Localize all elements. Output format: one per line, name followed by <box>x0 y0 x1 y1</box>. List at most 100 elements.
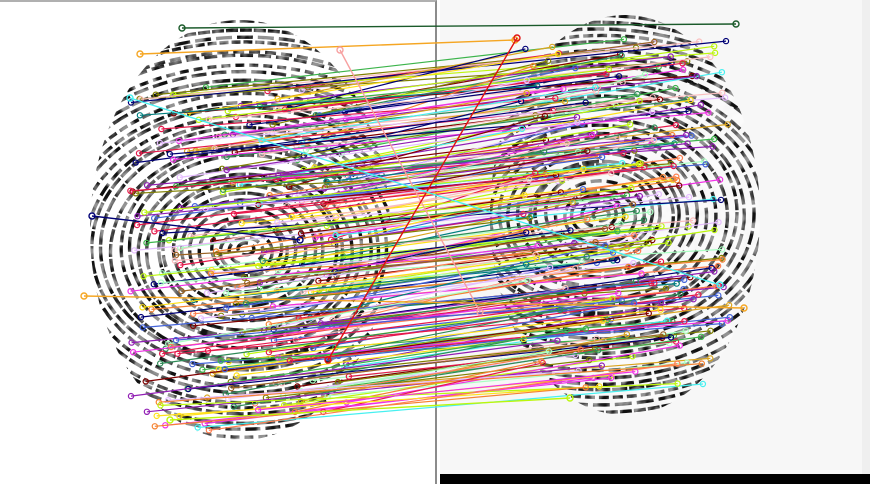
keypoint-marker <box>695 291 702 298</box>
keypoint-marker <box>129 349 137 356</box>
keypoint-marker <box>265 321 272 328</box>
keypoint-marker <box>521 191 528 199</box>
keypoint-marker <box>336 46 344 54</box>
keypoint-marker <box>286 357 294 364</box>
keypoint-marker <box>601 225 609 233</box>
keypoint-marker <box>324 356 332 364</box>
keypoint-marker <box>148 306 155 313</box>
keypoint-marker <box>631 232 638 239</box>
match-line <box>159 97 726 144</box>
keypoint-marker <box>634 247 642 255</box>
keypoint-marker <box>297 230 305 237</box>
match-line <box>158 363 702 403</box>
keypoint-marker <box>699 380 707 388</box>
keypoint-marker <box>254 406 262 414</box>
match-line <box>142 279 685 329</box>
keypoint-marker <box>158 350 166 357</box>
keypoint-marker <box>296 236 304 244</box>
match-line <box>207 285 719 352</box>
keypoint-marker <box>523 229 530 236</box>
keypoint-marker <box>332 231 339 239</box>
keypoint-marker <box>711 49 719 57</box>
keypoint-marker <box>673 176 681 184</box>
keypoint-marker <box>156 360 164 367</box>
keypoint-marker <box>137 313 145 321</box>
match-line <box>222 123 631 193</box>
keypoint-marker <box>670 162 677 170</box>
keypoint-marker <box>726 314 734 321</box>
outlier-match-line <box>339 49 481 313</box>
match-line <box>168 187 632 241</box>
keypoint-marker <box>566 394 574 402</box>
keypoint-marker <box>641 71 649 78</box>
keypoint-marker <box>596 383 603 390</box>
keypoint-marker <box>732 20 740 28</box>
keypoint-marker <box>238 220 245 227</box>
keypoint-marker <box>620 149 627 157</box>
keypoint-marker <box>133 221 141 229</box>
keypoint-marker <box>242 300 250 307</box>
match-line <box>316 127 655 198</box>
keypoint-marker <box>132 159 139 166</box>
keypoint-marker <box>627 121 634 128</box>
keypoint-marker <box>584 215 591 223</box>
keypoint-marker <box>677 290 684 298</box>
keypoint-marker <box>563 140 571 147</box>
match-line <box>226 99 687 158</box>
keypoint-marker <box>651 124 658 131</box>
keypoint-marker <box>127 392 135 400</box>
outlier-match-line <box>129 97 721 286</box>
match-line <box>156 385 600 417</box>
keypoint-marker <box>722 37 730 45</box>
keypoint-marker <box>178 24 186 32</box>
keypoint-marker <box>546 264 554 271</box>
keypoint-marker <box>681 318 688 325</box>
keypoint-marker <box>641 163 648 171</box>
keypoint-marker <box>153 412 160 420</box>
match-lines <box>80 20 748 434</box>
bottom-black-bar <box>440 474 870 484</box>
outlier-match-line <box>327 37 518 361</box>
keypoint-marker <box>633 207 641 215</box>
left-panel-frame <box>0 0 437 484</box>
keypoint-marker <box>552 171 560 179</box>
keypoint-marker <box>530 62 537 70</box>
keypoint-marker <box>683 131 690 139</box>
keypoint-marker <box>323 178 330 185</box>
keypoint-marker <box>649 94 656 101</box>
keypoint-marker <box>679 66 687 73</box>
keypoint-marker <box>310 344 317 352</box>
keypoint-marker <box>577 346 584 353</box>
match-line <box>246 298 613 355</box>
keypoint-marker <box>561 98 569 105</box>
keypoint-marker <box>141 209 148 216</box>
keypoint-marker <box>717 196 725 204</box>
match-line <box>153 229 571 285</box>
keypoint-marker <box>676 154 684 162</box>
keypoint-marker <box>705 109 712 116</box>
keypoint-marker <box>88 212 96 220</box>
keypoint-marker <box>126 94 134 102</box>
keypoint-marker <box>549 43 556 51</box>
match-line <box>147 134 687 186</box>
keypoint-marker <box>265 349 273 356</box>
match-line <box>323 362 543 413</box>
match-line <box>262 96 653 155</box>
keypoint-marker <box>170 91 177 98</box>
keypoint-marker <box>676 342 684 349</box>
keypoint-marker <box>194 424 201 431</box>
match-line <box>231 333 664 389</box>
keypoint-marker <box>632 368 639 375</box>
keypoint-marker <box>538 358 545 365</box>
keypoint-marker <box>219 188 226 196</box>
match-line <box>146 194 628 244</box>
match-line <box>226 116 578 171</box>
keypoint-marker <box>660 331 667 338</box>
keypoint-marker <box>622 213 629 220</box>
keypoint-marker <box>136 112 144 119</box>
keypoint-marker <box>256 283 264 290</box>
keypoint-marker <box>608 169 615 177</box>
keypoint-marker <box>588 132 596 139</box>
keypoint-marker <box>156 139 164 147</box>
